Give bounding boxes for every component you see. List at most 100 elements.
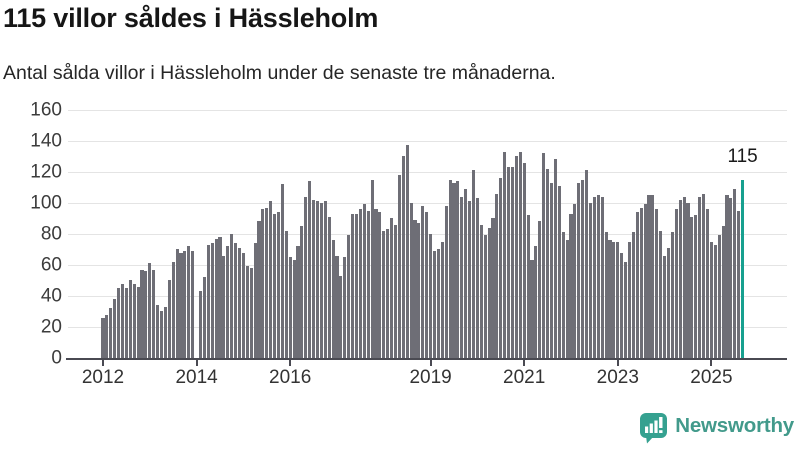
bar bbox=[725, 195, 729, 358]
bar bbox=[175, 249, 179, 358]
bar bbox=[479, 224, 483, 358]
x-axis-tick bbox=[289, 360, 292, 366]
bar bbox=[561, 232, 565, 358]
highlight-value-label: 115 bbox=[727, 145, 758, 167]
bar bbox=[132, 283, 136, 358]
bar bbox=[709, 241, 713, 358]
bar bbox=[670, 232, 674, 358]
bar bbox=[226, 246, 230, 358]
bar bbox=[269, 201, 273, 358]
bar bbox=[171, 261, 175, 358]
y-axis-tick-label: 140 bbox=[30, 130, 62, 152]
bar bbox=[292, 260, 296, 358]
bar bbox=[663, 255, 667, 358]
bar bbox=[643, 204, 647, 358]
bar bbox=[276, 212, 281, 358]
bar bbox=[300, 226, 304, 358]
x-axis-tick bbox=[429, 360, 432, 366]
bar bbox=[331, 240, 335, 358]
bar bbox=[354, 213, 359, 358]
bar bbox=[608, 240, 612, 358]
bar bbox=[124, 288, 128, 358]
gridline-y-160 bbox=[68, 109, 787, 111]
bar bbox=[604, 232, 608, 358]
y-axis-tick-label: 40 bbox=[40, 285, 62, 307]
bar bbox=[588, 202, 593, 358]
bar bbox=[374, 209, 378, 358]
newsworthy-wordmark: Newsworthy bbox=[675, 414, 794, 438]
bar bbox=[557, 185, 561, 358]
x-axis-year-label: 2012 bbox=[81, 367, 125, 388]
y-axis-tick-label: 80 bbox=[40, 223, 62, 245]
y-axis-tick-label: 160 bbox=[30, 99, 62, 121]
bar bbox=[187, 246, 191, 358]
bar bbox=[362, 204, 366, 358]
bar bbox=[136, 286, 140, 358]
x-axis-tick bbox=[195, 360, 198, 366]
bar bbox=[713, 244, 717, 358]
bar bbox=[280, 184, 284, 358]
x-axis-tick bbox=[523, 360, 526, 366]
bar bbox=[507, 167, 511, 358]
bar bbox=[616, 241, 620, 358]
bar bbox=[245, 266, 249, 358]
bar bbox=[483, 235, 487, 358]
bar bbox=[140, 269, 144, 358]
gridline-y-120 bbox=[68, 171, 787, 173]
bar bbox=[296, 246, 300, 358]
bar bbox=[686, 202, 690, 358]
y-axis-tick-label: 100 bbox=[30, 192, 62, 214]
bar bbox=[456, 181, 460, 358]
bar bbox=[370, 179, 374, 358]
bar bbox=[156, 305, 160, 358]
bar bbox=[206, 244, 210, 358]
bar bbox=[620, 252, 624, 358]
bar bbox=[538, 221, 542, 358]
bar bbox=[351, 213, 355, 358]
bar bbox=[487, 227, 491, 358]
bar bbox=[678, 199, 682, 358]
bar bbox=[534, 246, 538, 358]
bar bbox=[651, 195, 655, 358]
bar bbox=[495, 193, 499, 358]
bar bbox=[592, 196, 596, 358]
bar bbox=[475, 198, 479, 358]
bar bbox=[612, 241, 616, 358]
bar bbox=[503, 151, 507, 358]
bar bbox=[549, 182, 554, 358]
y-axis-tick-label: 60 bbox=[40, 254, 62, 276]
bar bbox=[702, 193, 706, 358]
bar bbox=[148, 263, 152, 358]
bar bbox=[518, 151, 522, 358]
bar bbox=[522, 162, 526, 358]
x-axis-year-label: 2016 bbox=[269, 367, 312, 388]
bar bbox=[553, 159, 557, 358]
y-axis-tick-label: 0 bbox=[51, 347, 62, 369]
bar bbox=[464, 188, 468, 358]
bar bbox=[183, 250, 187, 358]
bar bbox=[343, 257, 347, 358]
bar bbox=[546, 168, 550, 358]
bar bbox=[421, 205, 425, 358]
bar bbox=[386, 229, 390, 358]
bar bbox=[635, 212, 639, 358]
bar bbox=[631, 232, 635, 358]
x-axis-year-label: 2023 bbox=[596, 367, 639, 388]
bar bbox=[230, 233, 234, 358]
bar bbox=[429, 233, 433, 358]
bar bbox=[440, 241, 444, 358]
bar bbox=[452, 182, 456, 358]
bar bbox=[432, 250, 437, 358]
bar bbox=[144, 271, 148, 358]
bar bbox=[690, 216, 694, 358]
bar bbox=[542, 153, 546, 358]
bar bbox=[737, 210, 741, 358]
bar bbox=[128, 280, 132, 358]
bar bbox=[390, 218, 394, 358]
newsworthy-bar-chart-bubble-icon bbox=[640, 413, 668, 444]
bar bbox=[581, 179, 585, 358]
bar bbox=[109, 308, 113, 358]
bar bbox=[120, 283, 125, 358]
bar bbox=[101, 317, 105, 358]
bar bbox=[378, 212, 382, 358]
